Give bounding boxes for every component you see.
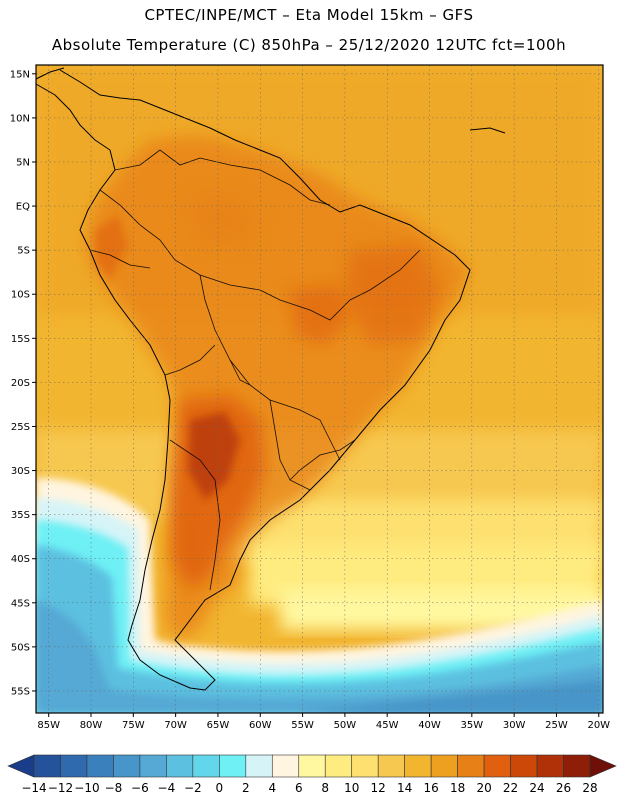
- colorbar-label: 6: [295, 781, 303, 795]
- colorbar-label: 26: [556, 781, 571, 795]
- colorbar-label: 12: [371, 781, 386, 795]
- lat-tick-label: 5S: [17, 246, 30, 257]
- colorbar-label: 16: [424, 781, 439, 795]
- lat-tick-label: 40S: [11, 554, 30, 565]
- coastline: [35, 67, 506, 691]
- colorbar-label: −6: [131, 781, 149, 795]
- lat-tick-label: 5N: [16, 157, 30, 168]
- colorbar-swatch: [86, 754, 114, 778]
- colorbar-label: −14: [21, 781, 46, 795]
- colorbar-label: 28: [582, 781, 597, 795]
- colorbar-swatch: [563, 754, 591, 778]
- colorbar-swatch: [245, 754, 273, 778]
- colorbar-swatch: [192, 754, 220, 778]
- lon-tick-label: 30W: [503, 720, 526, 731]
- lat-tick-label: 45S: [11, 598, 30, 609]
- lon-tick-label: 80W: [80, 720, 103, 731]
- lat-tick-label: 55S: [11, 686, 30, 697]
- lon-tick-label: 40W: [418, 720, 441, 731]
- colorbar-overflow-triangle: [589, 754, 617, 778]
- colorbar-label: −8: [105, 781, 123, 795]
- map-title-line2: Absolute Temperature (C) 850hPa – 25/12/…: [51, 36, 567, 54]
- lon-tick-label: 25W: [545, 720, 568, 731]
- colorbar-swatch: [60, 754, 88, 778]
- colorbar-swatch: [166, 754, 194, 778]
- colorbar-swatch: [351, 754, 379, 778]
- colorbar-swatch: [324, 754, 353, 778]
- longitude-axis: 85W 80W 75W 70W 65W 60W 55W 50W 45W 40W 35W 30W 25W 2…: [37, 713, 610, 731]
- colorbar-swatch: [536, 754, 564, 778]
- temperature-field: [36, 65, 603, 713]
- colorbar-swatch: [113, 754, 141, 778]
- lon-tick-label: 45W: [376, 720, 399, 731]
- colorbar-swatch: [139, 754, 167, 778]
- lat-tick-label: 30S: [11, 466, 30, 477]
- lat-tick-label: 50S: [11, 642, 30, 653]
- lon-tick-label: 50W: [334, 720, 357, 731]
- colorbar-label: −2: [184, 781, 202, 795]
- lat-tick-label: 20S: [11, 378, 30, 389]
- lat-tick-label: 10N: [10, 113, 30, 124]
- colorbar-label: 22: [503, 781, 518, 795]
- lat-tick-label: 10S: [11, 290, 30, 301]
- lat-tick-label: 35S: [11, 510, 30, 521]
- colorbar-swatch: [219, 754, 247, 778]
- colorbar-swatch: [510, 754, 538, 778]
- colorbar-swatch: [483, 754, 511, 778]
- colorbar-label: −4: [158, 781, 176, 795]
- colorbar-swatch: [430, 754, 458, 778]
- latitude-axis: 15N 10N 5N EQ 5S 10S 15S 20S 25S 30S 35S 40S 45S 50S 5…: [10, 69, 36, 697]
- colorbar-swatch: [271, 754, 300, 778]
- lon-tick-label: 35W: [461, 720, 484, 731]
- lat-tick-label: 25S: [11, 422, 30, 433]
- colorbar-label: −12: [48, 781, 73, 795]
- map-frame: [35, 64, 604, 714]
- lat-tick-label: 15S: [11, 334, 30, 345]
- lon-tick-label: 85W: [37, 720, 60, 731]
- colorbar-label: 20: [476, 781, 491, 795]
- colorbar-swatch: [33, 754, 61, 778]
- colorbar-swatch: [457, 754, 485, 778]
- lat-tick-label: EQ: [16, 202, 30, 213]
- lon-tick-label: 70W: [164, 720, 187, 731]
- lon-tick-label: 60W: [249, 720, 272, 731]
- colorbar-label: 8: [321, 781, 329, 795]
- colorbar-label: 24: [529, 781, 544, 795]
- lon-tick-label: 55W: [291, 720, 314, 731]
- colorbar-label: 4: [268, 781, 276, 795]
- colorbar-label: 0: [216, 781, 224, 795]
- colorbar-label: −10: [74, 781, 99, 795]
- colorbar-label: 18: [450, 781, 465, 795]
- colorbar-underflow-triangle: [7, 754, 35, 778]
- colorbar-label: 10: [344, 781, 359, 795]
- lon-tick-label: 65W: [207, 720, 230, 731]
- colorbar: −14 −12 −10 −8 −6 −4 −2 0 2 4 6 8 10 12 14 16 18 20 22 24 26…: [7, 754, 617, 795]
- colorbar-label: 2: [242, 781, 250, 795]
- lon-tick-label: 75W: [122, 720, 145, 731]
- colorbar-swatch: [298, 754, 326, 778]
- country-borders: [89, 149, 421, 591]
- colorbar-swatch: [377, 754, 405, 778]
- graticule: [36, 65, 603, 713]
- lon-tick-label: 20W: [587, 720, 610, 731]
- map-title-line1: CPTEC/INPE/MCT – Eta Model 15km – GFS: [144, 6, 474, 24]
- colorbar-swatch: [404, 754, 432, 778]
- lat-tick-label: 15N: [10, 69, 30, 80]
- colorbar-label: 14: [397, 781, 412, 795]
